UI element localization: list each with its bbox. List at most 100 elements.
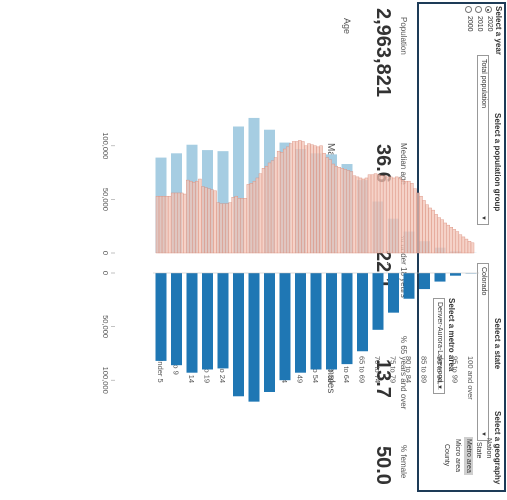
female-bar <box>295 273 306 373</box>
male-single-year-bar <box>413 188 417 254</box>
age-label: Under 5 <box>156 356 165 383</box>
male-single-year-bar <box>352 175 357 254</box>
male-single-year-bar <box>267 162 272 254</box>
female-single-year-label: 41 <box>282 259 288 265</box>
age-label: 100 and over <box>466 356 475 400</box>
age-label: 5 to 9 <box>172 356 181 375</box>
male-single-year-bar <box>313 145 317 254</box>
age-label: 50 to 54 <box>311 356 320 383</box>
male-single-year-bar <box>173 192 178 254</box>
female-single-year-label: 17 <box>206 259 212 265</box>
male-single-year-bar <box>301 141 305 254</box>
female-single-year-label: 69 <box>370 259 376 265</box>
male-single-year-bar <box>325 157 329 254</box>
male-single-year-bar <box>167 195 172 254</box>
male-single-year-bar <box>331 163 335 254</box>
female-single-year-label: 1 <box>156 261 162 264</box>
female-single-year-label: 5 <box>169 261 175 264</box>
male-single-year-bar <box>304 145 308 254</box>
age-label: 15 to 19 <box>203 356 212 383</box>
male-single-year-bar <box>395 176 399 254</box>
male-single-year-bar <box>158 195 163 254</box>
male-single-year-bar <box>261 168 266 254</box>
male-single-year-bar <box>164 195 169 254</box>
female-bar <box>279 273 291 381</box>
female-single-year-label: 21 <box>219 259 225 265</box>
male-single-year-bar <box>434 214 438 254</box>
male-single-year-bar <box>446 224 450 254</box>
male-single-year-bar <box>379 175 384 254</box>
female-single-year-label: 61 <box>345 259 351 265</box>
male-single-year-bar <box>195 180 199 254</box>
male-single-year-bar <box>216 202 220 254</box>
age-label: 55 to 59 <box>327 356 336 383</box>
male-single-year-bar <box>398 177 402 254</box>
female-bar <box>264 273 275 392</box>
male-single-year-bar <box>425 204 429 254</box>
male-single-year-bar <box>385 176 390 254</box>
male-single-year-bar <box>273 157 278 254</box>
male-single-year-bar <box>225 203 229 254</box>
male-single-year-bar <box>249 183 254 254</box>
female-single-year-label: 25 <box>232 259 238 265</box>
male-single-year-bar <box>422 200 426 254</box>
male-single-year-bar <box>189 180 193 254</box>
female-single-year-label: 37 <box>269 259 275 265</box>
male-single-year-bar <box>279 152 284 254</box>
female-single-year-label: 93 <box>446 259 452 265</box>
male-single-year-bar <box>255 177 260 254</box>
female-bar <box>357 273 368 352</box>
female-bar <box>186 273 198 373</box>
male-single-year-bar <box>449 227 453 254</box>
male-single-year-bar <box>376 174 381 254</box>
female-bar <box>403 273 415 299</box>
axis-tick-label: 100,000 <box>101 367 110 394</box>
female-single-year-label: 77 <box>395 259 401 265</box>
male-single-year-bar <box>298 140 302 254</box>
female-single-year-label: 9 <box>181 261 187 264</box>
male-single-year-bar <box>452 229 457 254</box>
male-single-year-bar <box>243 198 248 254</box>
female-bar <box>217 273 229 369</box>
male-single-year-bar <box>358 177 363 254</box>
male-single-year-bar <box>443 222 447 254</box>
male-single-year-bar <box>364 177 369 254</box>
male-single-year-bar <box>410 183 414 254</box>
axis-tick-label: 50,000 <box>101 315 110 338</box>
male-single-year-bar <box>283 148 287 254</box>
female-single-year-label: 33 <box>257 259 263 265</box>
male-single-year-bar <box>467 241 472 254</box>
female-bar <box>434 273 446 282</box>
male-single-year-bar <box>355 176 360 254</box>
female-single-year-label: 85 <box>421 259 427 265</box>
male-single-year-bar <box>458 234 463 254</box>
male-single-year-bar <box>392 177 396 254</box>
male-single-year-bar <box>440 219 444 254</box>
male-single-year-bar <box>177 192 181 254</box>
female-bar <box>202 273 213 370</box>
axis-tick-label: 0 <box>101 271 110 275</box>
male-single-year-bar <box>207 188 211 254</box>
male-single-year-bar <box>237 198 241 254</box>
male-single-year-bar <box>155 195 160 254</box>
male-single-year-bar <box>334 165 338 254</box>
female-bar <box>171 273 182 366</box>
male-single-year-bar <box>455 231 460 254</box>
age-label: 90 to 94 <box>435 356 444 383</box>
age-label: 85 to 89 <box>420 356 429 383</box>
male-single-year-bar <box>258 173 263 254</box>
male-single-year-bar <box>246 184 251 254</box>
male-single-year-bar <box>319 145 323 254</box>
male-single-year-bar <box>186 179 190 254</box>
male-single-year-bar <box>192 182 196 254</box>
male-single-year-bar <box>316 146 320 254</box>
axis-tick-label: 100,000 <box>101 132 110 159</box>
female-single-year-label: 65 <box>358 259 364 265</box>
male-single-year-bar <box>370 174 375 254</box>
male-single-year-bar <box>310 144 314 254</box>
male-single-year-bar <box>407 180 411 254</box>
male-single-year-bar <box>213 190 217 254</box>
male-single-year-bar <box>404 180 408 254</box>
